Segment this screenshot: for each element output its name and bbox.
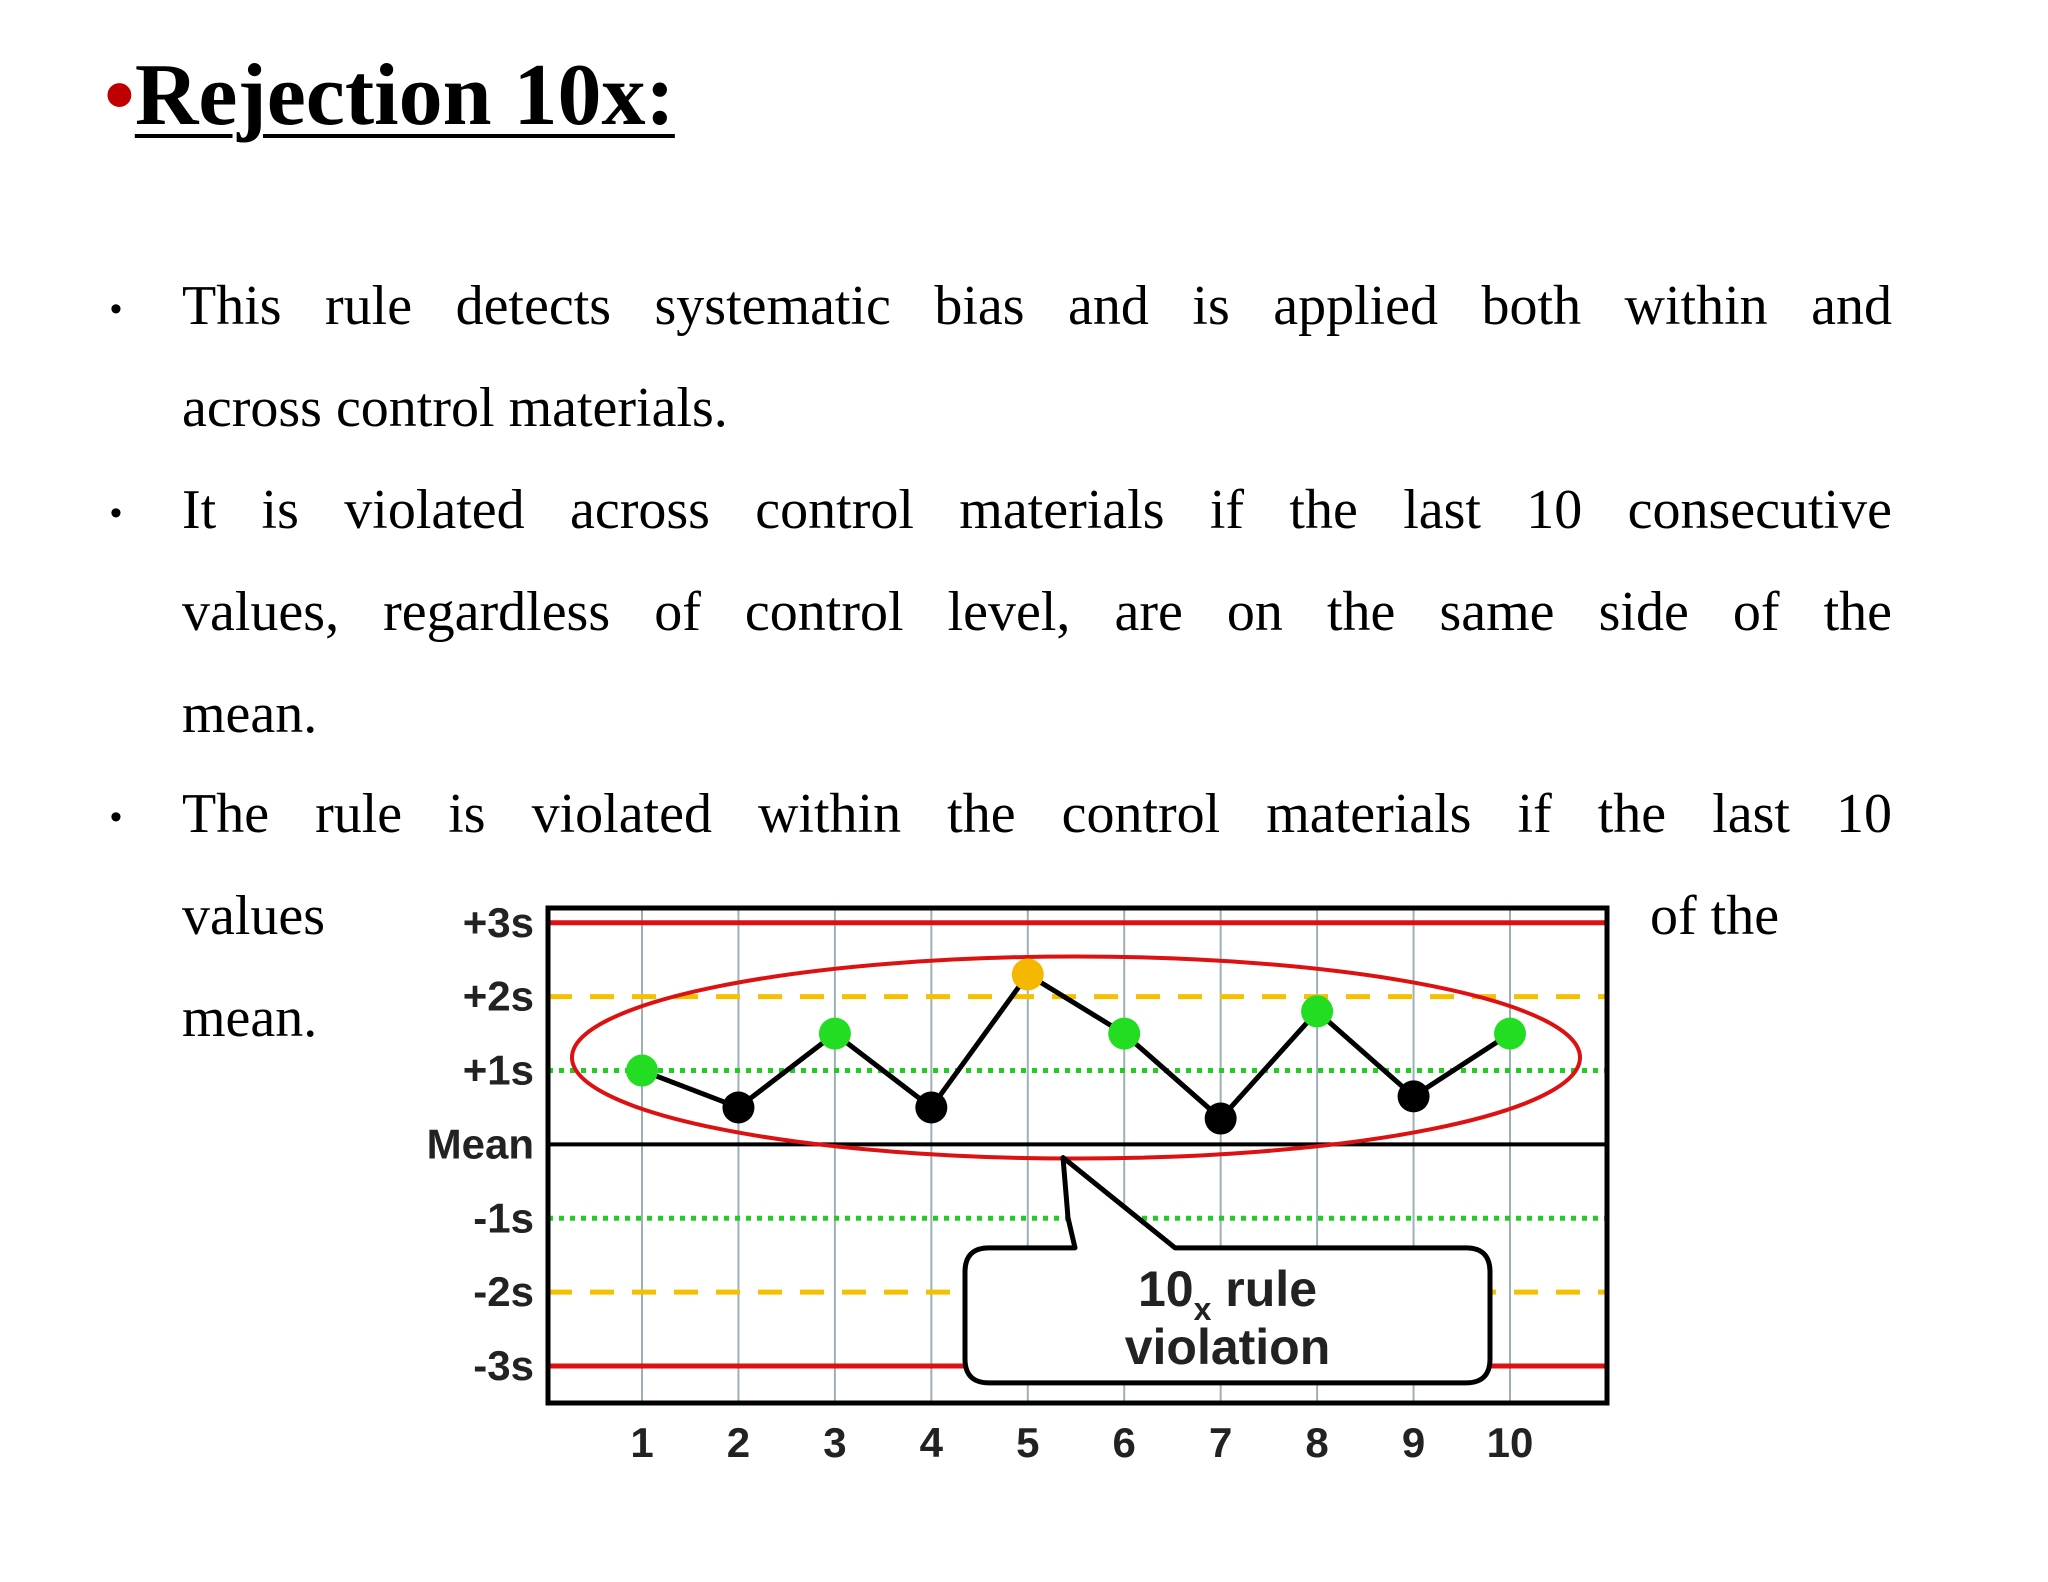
bullet-2-line-3: mean.	[182, 683, 318, 745]
bullet-2-line-1: It is violated across control materials …	[182, 479, 1892, 541]
callout-line-2: violation	[1125, 1319, 1331, 1375]
data-point-1	[626, 1054, 658, 1087]
x-tick-label: 1	[630, 1419, 653, 1466]
callout-line-1: 10x rule	[1138, 1261, 1317, 1327]
x-tick-label: 10	[1487, 1419, 1534, 1466]
callout-bubble	[962, 1155, 1493, 1386]
title-bullet: •	[104, 47, 135, 144]
control-chart: +3s +2s +1s Mean -1s -2s -3s 1 2 3 4 5 6 7 8 9 10 10x r…	[340, 900, 1640, 1500]
y-tick-label: -3s	[473, 1342, 534, 1389]
data-point-6	[1108, 1017, 1141, 1050]
data-point-10	[1494, 1017, 1526, 1050]
bullet-3-line-2-start: values	[182, 885, 326, 947]
data-point-9	[1397, 1080, 1430, 1113]
bullet-marker-2: •	[110, 494, 122, 532]
data-point-7	[1204, 1102, 1237, 1135]
bullet-3-line-2-end: of the	[1650, 885, 1780, 947]
x-tick-label: 5	[1016, 1419, 1039, 1466]
x-tick-label: 6	[1113, 1419, 1136, 1466]
data-point-2	[722, 1091, 755, 1124]
y-tick-label: +2s	[463, 973, 534, 1020]
x-tick-label: 2	[727, 1419, 750, 1466]
plot-frame	[545, 905, 1610, 1406]
title-text: Rejection 10x:	[134, 47, 675, 144]
bullet-1-line-1: This rule detects systematic bias and is…	[182, 275, 1892, 337]
x-tick-label: 4	[920, 1419, 944, 1466]
data-point-8	[1301, 995, 1334, 1028]
bullet-3-line-1: The rule is violated within the control …	[182, 783, 1892, 845]
bullet-2-line-2: values, regardless of control level, are…	[182, 581, 1892, 643]
x-tick-label: 7	[1209, 1419, 1232, 1466]
bullet-3-line-3: mean.	[182, 987, 318, 1049]
y-tick-label: -2s	[473, 1268, 534, 1315]
bullet-marker-1: •	[110, 290, 122, 328]
bullet-1-line-2: across control materials.	[182, 377, 728, 439]
y-tick-label: +1s	[463, 1047, 534, 1094]
bullet-marker-3: •	[110, 798, 122, 836]
data-point-3	[818, 1017, 851, 1050]
slide-title: •Rejection 10x:	[104, 52, 675, 140]
violation-ellipse	[570, 954, 1582, 1161]
x-tick-label: 9	[1402, 1419, 1425, 1466]
y-tick-label: +3s	[463, 900, 534, 946]
y-tick-label: Mean	[427, 1120, 534, 1167]
x-tick-label: 3	[823, 1419, 846, 1466]
x-tick-label: 8	[1305, 1419, 1328, 1466]
data-point-4	[915, 1091, 948, 1124]
series-line	[641, 971, 1512, 1123]
control-chart-svg: +3s +2s +1s Mean -1s -2s -3s 1 2 3 4 5 6 7 8 9 10 10x r…	[427, 900, 1610, 1466]
data-point-5	[1011, 958, 1044, 991]
y-tick-label: -1s	[473, 1194, 534, 1241]
